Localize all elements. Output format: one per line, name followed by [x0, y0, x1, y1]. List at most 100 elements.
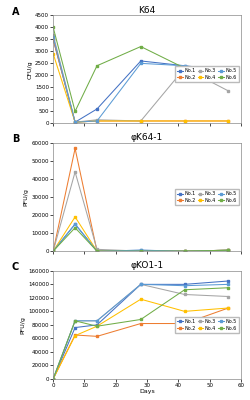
- No.1: [227, 248, 230, 253]
- No.1: [139, 282, 142, 287]
- Line: No.4: No.4: [52, 298, 230, 380]
- No.1: [96, 249, 98, 254]
- No.4: [52, 51, 55, 56]
- Line: No.3: No.3: [52, 33, 230, 124]
- No.5: [183, 63, 186, 68]
- No.2: [183, 321, 186, 326]
- No.5: [52, 34, 55, 39]
- No.6: [74, 225, 76, 230]
- No.2: [227, 248, 230, 253]
- No.6: [183, 287, 186, 292]
- No.4: [96, 118, 98, 123]
- No.4: [96, 324, 98, 329]
- No.1: [96, 322, 98, 327]
- No.6: [96, 249, 98, 254]
- Line: No.3: No.3: [52, 170, 230, 252]
- No.1: [74, 222, 76, 226]
- Line: No.4: No.4: [52, 216, 230, 252]
- No.1: [52, 249, 55, 254]
- No.1: [183, 63, 186, 68]
- Title: K64: K64: [138, 6, 156, 14]
- Legend: No.1, No.2, No.3, No.4, No.5, No.6: No.1, No.2, No.3, No.4, No.5, No.6: [175, 317, 238, 332]
- Line: No.2: No.2: [52, 147, 230, 252]
- No.1: [52, 376, 55, 381]
- No.6: [139, 249, 142, 254]
- No.5: [227, 70, 230, 75]
- No.2: [52, 249, 55, 254]
- No.4: [96, 249, 98, 254]
- No.4: [74, 333, 76, 338]
- No.5: [183, 249, 186, 254]
- No.3: [227, 248, 230, 253]
- No.2: [96, 118, 98, 123]
- Line: No.6: No.6: [52, 286, 230, 380]
- Text: A: A: [12, 7, 19, 17]
- Line: No.3: No.3: [52, 283, 230, 380]
- Title: φK64-1: φK64-1: [131, 133, 163, 142]
- No.6: [183, 249, 186, 254]
- No.6: [227, 248, 230, 253]
- No.3: [183, 292, 186, 297]
- Line: No.6: No.6: [52, 26, 230, 113]
- No.1: [139, 248, 142, 253]
- Title: φKO1-1: φKO1-1: [130, 261, 164, 270]
- No.2: [74, 146, 76, 151]
- No.3: [139, 282, 142, 287]
- No.6: [139, 317, 142, 322]
- Line: No.1: No.1: [52, 223, 230, 252]
- No.4: [227, 118, 230, 123]
- No.6: [74, 109, 76, 114]
- No.5: [227, 282, 230, 287]
- No.3: [139, 118, 142, 123]
- No.5: [139, 248, 142, 253]
- No.5: [96, 318, 98, 323]
- No.1: [74, 325, 76, 330]
- No.4: [227, 248, 230, 253]
- No.5: [183, 283, 186, 288]
- No.2: [96, 249, 98, 254]
- Line: No.5: No.5: [52, 36, 230, 124]
- Legend: No.1, No.2, No.3, No.4, No.5, No.6: No.1, No.2, No.3, No.4, No.5, No.6: [175, 190, 238, 205]
- Text: C: C: [12, 262, 19, 272]
- No.3: [52, 32, 55, 37]
- Y-axis label: PFU/g: PFU/g: [24, 188, 29, 206]
- No.2: [74, 120, 76, 124]
- No.2: [183, 249, 186, 254]
- No.3: [96, 318, 98, 323]
- No.1: [52, 37, 55, 42]
- No.4: [139, 118, 142, 123]
- No.1: [183, 282, 186, 287]
- No.4: [74, 214, 76, 219]
- Line: No.5: No.5: [52, 283, 230, 380]
- Line: No.5: No.5: [52, 223, 230, 252]
- Line: No.2: No.2: [52, 307, 230, 380]
- No.3: [139, 249, 142, 254]
- Line: No.1: No.1: [52, 280, 230, 380]
- No.1: [139, 58, 142, 63]
- No.6: [52, 25, 55, 30]
- Line: No.4: No.4: [52, 52, 230, 124]
- No.2: [74, 332, 76, 337]
- No.5: [96, 118, 98, 123]
- No.5: [96, 249, 98, 254]
- No.2: [139, 321, 142, 326]
- No.3: [74, 170, 76, 174]
- No.6: [52, 249, 55, 254]
- Y-axis label: PFU/g: PFU/g: [20, 316, 25, 334]
- No.2: [139, 118, 142, 123]
- No.1: [183, 249, 186, 254]
- No.1: [96, 106, 98, 111]
- No.4: [52, 249, 55, 254]
- No.5: [74, 120, 76, 124]
- No.3: [227, 294, 230, 299]
- No.4: [74, 120, 76, 124]
- No.3: [227, 88, 230, 93]
- No.6: [52, 376, 55, 381]
- No.6: [96, 63, 98, 68]
- No.5: [227, 248, 230, 253]
- No.2: [227, 118, 230, 123]
- No.2: [52, 376, 55, 381]
- No.4: [139, 297, 142, 302]
- No.6: [227, 74, 230, 79]
- No.5: [52, 376, 55, 381]
